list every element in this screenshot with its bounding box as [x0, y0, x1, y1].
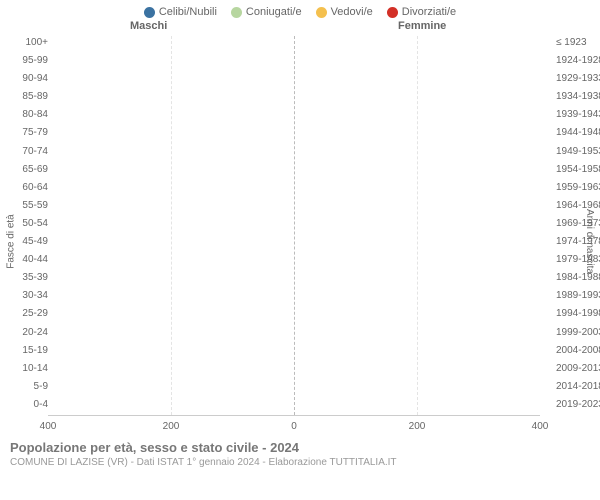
age-label: 20-24: [0, 328, 48, 338]
header-male: Maschi: [130, 20, 167, 32]
birth-year-label: 2004-2008: [556, 346, 600, 356]
birth-year-label: 1999-2003: [556, 328, 600, 338]
birth-year-label: 1934-1938: [556, 92, 600, 102]
age-label: 5-9: [0, 382, 48, 392]
pyramid-row: [48, 54, 540, 72]
pyramid-row: [48, 362, 540, 380]
chart-title: Popolazione per età, sesso e stato civil…: [10, 440, 590, 455]
x-tick-label: 200: [409, 421, 426, 432]
legend: Celibi/Nubili Coniugati/e Vedovi/e Divorzia…: [0, 0, 600, 20]
birth-year-label: 1954-1958: [556, 165, 600, 175]
birth-year-label: 1924-1928: [556, 56, 600, 66]
age-label: 85-89: [0, 92, 48, 102]
x-tick-label: 200: [163, 421, 180, 432]
age-label: 60-64: [0, 183, 48, 193]
legend-item: Divorziati/e: [387, 6, 456, 18]
chart-area: Fasce di età Anni di nascita 100+95-9990…: [0, 36, 600, 434]
x-tick-label: 400: [40, 421, 57, 432]
age-label: 0-4: [0, 400, 48, 410]
chart-subtitle: COMUNE DI LAZISE (VR) - Dati ISTAT 1° ge…: [10, 457, 590, 468]
birth-year-label: 2019-2023: [556, 400, 600, 410]
pyramid-row: [48, 145, 540, 163]
age-label: 15-19: [0, 346, 48, 356]
age-label: 65-69: [0, 165, 48, 175]
birth-year-label: ≤ 1923: [556, 38, 600, 48]
legend-item: Coniugati/e: [231, 6, 302, 18]
birth-year-label: 1939-1943: [556, 110, 600, 120]
birth-year-label: 1964-1968: [556, 201, 600, 211]
legend-item: Celibi/Nubili: [144, 6, 217, 18]
legend-dot-icon: [144, 7, 155, 18]
legend-item: Vedovi/e: [316, 6, 373, 18]
age-label: 30-34: [0, 291, 48, 301]
pyramid-row: [48, 235, 540, 253]
pyramid-row: [48, 289, 540, 307]
birth-year-label: 1989-1993: [556, 291, 600, 301]
legend-dot-icon: [387, 7, 398, 18]
pyramid-row: [48, 271, 540, 289]
pyramid-row: [48, 307, 540, 325]
age-label: 100+: [0, 38, 48, 48]
pyramid-row: [48, 253, 540, 271]
age-label: 75-79: [0, 128, 48, 138]
birth-year-label: 1959-1963: [556, 183, 600, 193]
age-label: 25-29: [0, 309, 48, 319]
birth-year-label: 1974-1978: [556, 237, 600, 247]
birth-year-label: 2014-2018: [556, 382, 600, 392]
footer: Popolazione per età, sesso e stato civil…: [0, 434, 600, 468]
column-headers: Maschi Femmine: [0, 20, 600, 36]
pyramid-row: [48, 36, 540, 54]
plot-area: [48, 36, 540, 416]
pyramid-row: [48, 108, 540, 126]
age-label: 10-14: [0, 364, 48, 374]
age-label: 50-54: [0, 219, 48, 229]
x-axis: 4002000200400: [48, 416, 540, 434]
age-label: 45-49: [0, 237, 48, 247]
legend-dot-icon: [316, 7, 327, 18]
pyramid-row: [48, 181, 540, 199]
birth-year-label: 1979-1983: [556, 255, 600, 265]
pyramid-row: [48, 326, 540, 344]
birth-year-label: 1994-1998: [556, 309, 600, 319]
birth-year-label: 2009-2013: [556, 364, 600, 374]
age-label: 40-44: [0, 255, 48, 265]
pyramid-row: [48, 72, 540, 90]
pyramid-row: [48, 163, 540, 181]
x-tick-label: 0: [291, 421, 297, 432]
pyramid-row: [48, 344, 540, 362]
legend-label: Divorziati/e: [402, 6, 456, 18]
birth-year-label: 1969-1973: [556, 219, 600, 229]
pyramid-row: [48, 90, 540, 108]
birth-year-label: 1984-1988: [556, 273, 600, 283]
birth-year-label: 1944-1948: [556, 128, 600, 138]
birth-year-label: 1929-1933: [556, 74, 600, 84]
age-label: 35-39: [0, 273, 48, 283]
birth-year-label: 1949-1953: [556, 147, 600, 157]
pyramid-row: [48, 126, 540, 144]
legend-dot-icon: [231, 7, 242, 18]
age-label: 55-59: [0, 201, 48, 211]
pyramid-row: [48, 199, 540, 217]
age-label: 90-94: [0, 74, 48, 84]
legend-label: Coniugati/e: [246, 6, 302, 18]
y-axis-left-labels: 100+ 95-99 90-94 85-89 80-84 75-79 70-74 65-69 6…: [0, 36, 48, 434]
y-axis-right-labels: ≤ 1923 1924-1928 1929-1933 1934-1938 1939-19…: [552, 36, 600, 434]
age-label: 70-74: [0, 147, 48, 157]
pyramid-row: [48, 217, 540, 235]
x-tick-label: 400: [532, 421, 549, 432]
age-label: 95-99: [0, 56, 48, 66]
legend-label: Vedovi/e: [331, 6, 373, 18]
pyramid-row: [48, 380, 540, 398]
header-female: Femmine: [398, 20, 446, 32]
legend-label: Celibi/Nubili: [159, 6, 217, 18]
age-label: 80-84: [0, 110, 48, 120]
pyramid-row: [48, 398, 540, 416]
